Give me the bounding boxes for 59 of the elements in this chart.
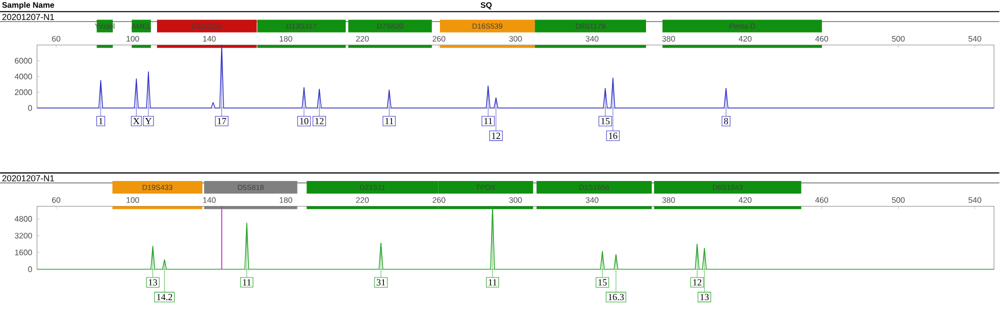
x-tick-label: 220 — [356, 197, 369, 203]
x-tick-label: 420 — [738, 36, 752, 42]
x-tick-label: 300 — [509, 36, 522, 42]
annotation: 16.3 — [608, 294, 624, 300]
annotation: 12 — [492, 132, 500, 139]
chart-title: 20201207-N1 — [2, 175, 54, 182]
x-tick-label: 500 — [892, 36, 905, 42]
y-tick-label: 0 — [28, 266, 32, 272]
annotation: 11 — [386, 118, 394, 124]
text: Sample Name — [2, 2, 54, 10]
annotation: 12 — [315, 118, 324, 124]
annotation: 12 — [693, 279, 702, 286]
text: SQ — [480, 2, 492, 10]
annotation: 15 — [598, 279, 607, 286]
x-tick-label: 300 — [509, 197, 522, 203]
annotation: 10 — [300, 118, 308, 124]
x-tick-label: 540 — [968, 36, 982, 42]
annotation: 17 — [218, 118, 226, 124]
annotation: 31 — [376, 279, 386, 286]
x-tick-label: 60 — [52, 197, 60, 203]
annotation: 11 — [488, 279, 496, 286]
x-tick-label: 540 — [968, 197, 982, 203]
x-tick-label: 460 — [815, 36, 828, 42]
x-tick-label: 140 — [203, 36, 216, 42]
annotation: 11 — [243, 279, 251, 286]
x-tick-label: 60 — [52, 36, 60, 42]
chart-title: 20201207-N1 — [2, 14, 54, 20]
x-tick-label: 260 — [432, 197, 446, 203]
x-tick-label: 500 — [892, 197, 905, 203]
annotation: 1 — [99, 118, 103, 124]
x-tick-label: 180 — [280, 36, 292, 42]
x-tick-label: 100 — [126, 197, 140, 203]
y-tick-label: 3200 — [14, 232, 32, 238]
annotation: Y — [145, 118, 152, 124]
x-tick-label: 260 — [432, 36, 446, 42]
x-tick-label: 100 — [126, 36, 140, 42]
annotation: 8 — [724, 118, 728, 124]
annotation: 13 — [700, 294, 709, 300]
y-tick-label: 1600 — [15, 250, 32, 256]
y-tick-label: 2000 — [14, 89, 32, 96]
annotation: 14.2 — [157, 294, 172, 300]
y-tick-label: 4800 — [14, 216, 32, 222]
x-tick-label: 340 — [586, 197, 598, 203]
y-tick-label: 6000 — [14, 58, 32, 64]
x-tick-label: 180 — [280, 197, 292, 203]
x-tick-label: 140 — [203, 197, 216, 203]
annotation: 13 — [148, 279, 158, 286]
x-tick-label: 380 — [662, 36, 675, 42]
y-tick-label: 4000 — [14, 74, 32, 80]
x-tick-label: 380 — [662, 197, 675, 203]
y-tick-label: 0 — [28, 105, 32, 111]
annotation: 11 — [484, 118, 492, 124]
x-tick-label: 460 — [815, 197, 828, 203]
annotation: 16 — [609, 132, 618, 139]
x-tick-label: 340 — [586, 36, 598, 42]
x-tick-label: 420 — [738, 197, 752, 203]
x-tick-label: 220 — [356, 36, 369, 42]
annotation: 15 — [601, 118, 610, 124]
annotation: X — [133, 118, 140, 124]
